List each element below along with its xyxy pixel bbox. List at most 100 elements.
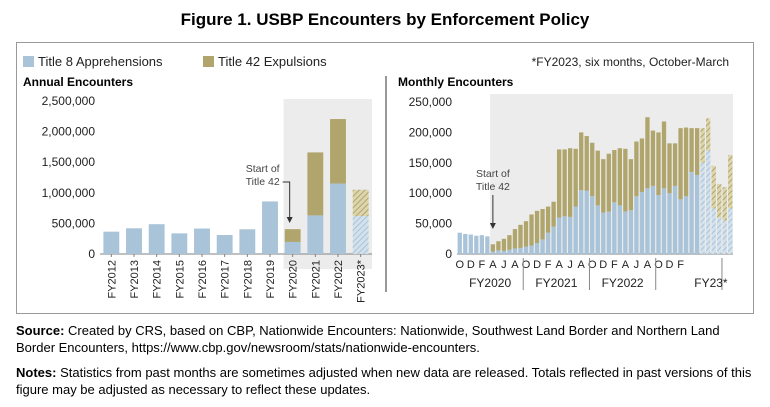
bar-title8 — [523, 246, 529, 254]
bar-title8 — [579, 190, 584, 254]
bar-title42 — [661, 121, 667, 189]
y-tick-label: 50,000 — [415, 217, 452, 231]
month-tick-label: J — [567, 259, 573, 271]
legend-label-title42: Title 42 Expulsions — [218, 54, 327, 69]
bar-title8 — [512, 248, 518, 254]
bar-title8 — [551, 226, 556, 254]
bar-title42 — [694, 128, 700, 175]
chart-panel — [16, 42, 754, 314]
bar-title8 — [645, 188, 650, 254]
month-tick-label: A — [578, 259, 586, 271]
bar-title42 — [584, 136, 589, 191]
bar-title8 — [711, 208, 716, 254]
bar-title8 — [507, 249, 512, 254]
bar-title8 — [689, 171, 694, 254]
annotation-title42-line1: Start of — [476, 168, 510, 180]
y-tick-label: 2,000,000 — [42, 125, 96, 139]
bar-title8 — [722, 220, 727, 254]
bar-title8 — [126, 228, 142, 254]
bar-title42 — [568, 148, 573, 217]
bar-title8 — [628, 210, 634, 254]
bar-title8 — [352, 216, 369, 254]
month-tick-label: D — [467, 259, 475, 271]
bar-title42 — [650, 130, 656, 186]
x-tick-label: FY2014 — [152, 260, 164, 299]
bar-title42 — [518, 224, 523, 248]
x-tick-label: FY2020 — [288, 260, 300, 299]
bar-title42 — [330, 119, 346, 184]
bar-title42 — [717, 184, 722, 218]
bar-title42 — [352, 189, 369, 217]
month-tick-label: A — [555, 259, 563, 271]
figure-title: Figure 1. USBP Encounters by Enforcement… — [180, 10, 590, 29]
bar-title8 — [656, 195, 661, 254]
bar-title42 — [284, 229, 301, 242]
annual-chart: 0 500,000 1,000,000 1,500,000 2,000,000 2,500… — [42, 94, 372, 303]
bar-title8 — [216, 235, 233, 254]
bar-title42 — [307, 152, 324, 216]
x-tick-label: FY2016 — [197, 260, 209, 299]
month-tick-label: F — [478, 259, 485, 271]
bar-title42 — [601, 159, 606, 213]
notes-text: Statistics from past months are sometime… — [16, 365, 752, 397]
bar-title8 — [573, 206, 578, 254]
bar-title42 — [672, 143, 678, 186]
x-tick-label: FY2019 — [265, 260, 277, 299]
month-tick-label: O — [522, 259, 531, 271]
bar-title42 — [678, 128, 683, 200]
bar-title8 — [307, 215, 324, 254]
bar-title42 — [667, 143, 672, 194]
month-tick-label: D — [599, 259, 607, 271]
bar-title8 — [545, 232, 551, 254]
bar-title42 — [534, 210, 540, 244]
bar-title42 — [556, 149, 562, 218]
bar-title42 — [656, 132, 661, 196]
bar-title42 — [628, 159, 634, 211]
month-tick-label: J — [634, 259, 640, 271]
bar-title8 — [694, 174, 700, 254]
fiscal-year-label: FY2021 — [535, 276, 577, 290]
bar-title8 — [590, 196, 595, 254]
bar-title42 — [590, 142, 595, 197]
bar-title42 — [645, 117, 650, 189]
month-tick-label: F — [677, 259, 684, 271]
y-tick-label: 250,000 — [409, 95, 453, 109]
x-tick-label: FY2022 — [333, 260, 345, 299]
legend-swatch-title8 — [23, 56, 34, 67]
bar-title42 — [728, 154, 733, 209]
bar-title42 — [507, 235, 512, 250]
bar-title42 — [683, 127, 689, 197]
x-tick-label: FY2021 — [310, 260, 322, 299]
bar-title8 — [623, 211, 628, 254]
source-paragraph: Source: Created by CRS, based on CBP, Na… — [16, 322, 756, 356]
notes-label: Notes: — [16, 365, 57, 380]
bar-title8 — [706, 150, 711, 254]
bar-title8 — [584, 190, 589, 254]
y-tick-label: 2,500,000 — [42, 94, 96, 108]
x-tick-label: FY2018 — [242, 260, 254, 299]
annotation-title42-line1: Start of — [246, 163, 280, 175]
month-tick-label: O — [654, 259, 663, 271]
y-tick-label: 200,000 — [409, 125, 453, 139]
bar-title8 — [672, 185, 678, 254]
bar-title8 — [540, 239, 545, 254]
bar-title8 — [485, 236, 490, 254]
bar-title42 — [711, 165, 716, 209]
annual-chart-title: Annual Encounters — [23, 75, 133, 89]
y-tick-label: 0 — [88, 247, 95, 261]
month-tick-label: A — [489, 259, 497, 271]
bar-title8 — [617, 205, 622, 254]
bar-title42 — [501, 238, 507, 251]
bar-title8 — [717, 217, 722, 254]
bar-title42 — [529, 214, 534, 246]
month-tick-label: O — [588, 259, 597, 271]
bar-title42 — [579, 132, 584, 191]
bar-title8 — [700, 162, 705, 254]
bar-title8 — [518, 247, 523, 254]
x-tick-label: FY2023* — [356, 259, 368, 303]
bar-title42 — [523, 221, 529, 247]
bar-title8 — [457, 232, 462, 254]
fiscal-year-label: FY23* — [694, 276, 728, 290]
bar-title8 — [330, 183, 346, 254]
